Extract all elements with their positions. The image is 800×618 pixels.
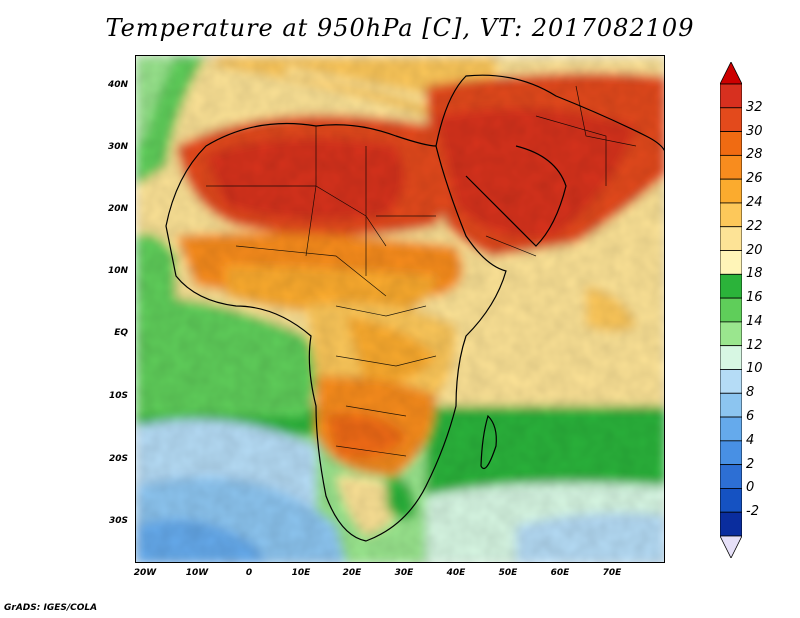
temperature-map xyxy=(135,55,665,563)
colorbar-box xyxy=(720,416,742,442)
lat-label-30s: 30S xyxy=(108,516,128,526)
colorbar-box xyxy=(720,464,742,489)
colorbar xyxy=(720,62,742,558)
colorbar-box xyxy=(720,321,742,347)
colorbar-box xyxy=(720,83,742,109)
colorbar-box xyxy=(720,107,742,132)
colorbar-box xyxy=(720,392,742,418)
lon-label-50e: 50E xyxy=(498,568,518,578)
colorbar-label: 0 xyxy=(746,480,755,496)
lat-label-40n: 40N xyxy=(107,80,128,90)
colorbar-box xyxy=(720,511,742,537)
colorbar-label: 22 xyxy=(746,218,763,234)
colorbar-box xyxy=(720,226,742,251)
lat-label-eq: EQ xyxy=(114,328,128,338)
lat-label-30n: 30N xyxy=(107,142,128,152)
colorbar-label: 16 xyxy=(746,290,763,306)
lon-label-20w: 20W xyxy=(133,568,157,578)
lon-label-0: 0 xyxy=(245,568,253,578)
colorbar-top-arrow xyxy=(720,62,742,85)
coastlines xyxy=(165,74,664,542)
colorbar-label: 8 xyxy=(746,385,755,401)
lon-label-20e: 20E xyxy=(342,568,362,578)
colorbar-box xyxy=(720,273,742,299)
country-borders xyxy=(206,85,637,457)
colorbar-box xyxy=(720,297,742,323)
colorbar-label: 26 xyxy=(746,171,763,187)
colorbar-label: 18 xyxy=(746,266,763,282)
colorbar-box xyxy=(720,154,742,180)
colorbar-label: 6 xyxy=(746,409,755,425)
lon-label-40e: 40E xyxy=(446,568,466,578)
lon-label-10w: 10W xyxy=(185,568,209,578)
lat-label-10n: 10N xyxy=(107,266,128,276)
colorbar-box xyxy=(720,202,742,228)
map-title: Temperature at 950hPa [C], VT: 201708210… xyxy=(105,14,695,42)
lon-label-10e: 10E xyxy=(291,568,311,578)
colorbar-label: 14 xyxy=(746,313,763,329)
colorbar-box xyxy=(720,440,742,466)
lon-label-30e: 30E xyxy=(394,568,414,578)
colorbar-box xyxy=(720,369,742,394)
colorbar-label: 30 xyxy=(746,123,763,139)
colorbar-bottom-arrow xyxy=(720,535,742,558)
colorbar-label: 20 xyxy=(746,242,763,258)
colorbar-box xyxy=(720,250,742,275)
colorbar-label: -2 xyxy=(746,504,759,520)
colorbar-box xyxy=(720,131,742,156)
lat-label-20n: 20N xyxy=(107,204,128,214)
colorbar-box xyxy=(720,345,742,370)
colorbar-label: 12 xyxy=(746,337,763,353)
colorbar-label: 4 xyxy=(746,432,755,448)
colorbar-label: 2 xyxy=(746,456,755,472)
lon-label-70e: 70E xyxy=(602,568,622,578)
colorbar-label: 10 xyxy=(746,361,763,377)
lon-label-60e: 60E xyxy=(550,568,570,578)
temperature-field xyxy=(136,56,664,562)
colorbar-label: 32 xyxy=(746,99,763,115)
colorbar-box xyxy=(720,488,742,513)
lat-label-10s: 10S xyxy=(108,391,128,401)
lat-label-20s: 20S xyxy=(108,454,128,464)
colorbar-label: 24 xyxy=(746,194,763,210)
credit-text: GrADS: IGES/COLA xyxy=(4,603,98,613)
colorbar-label: 28 xyxy=(746,147,763,163)
colorbar-box xyxy=(720,178,742,204)
